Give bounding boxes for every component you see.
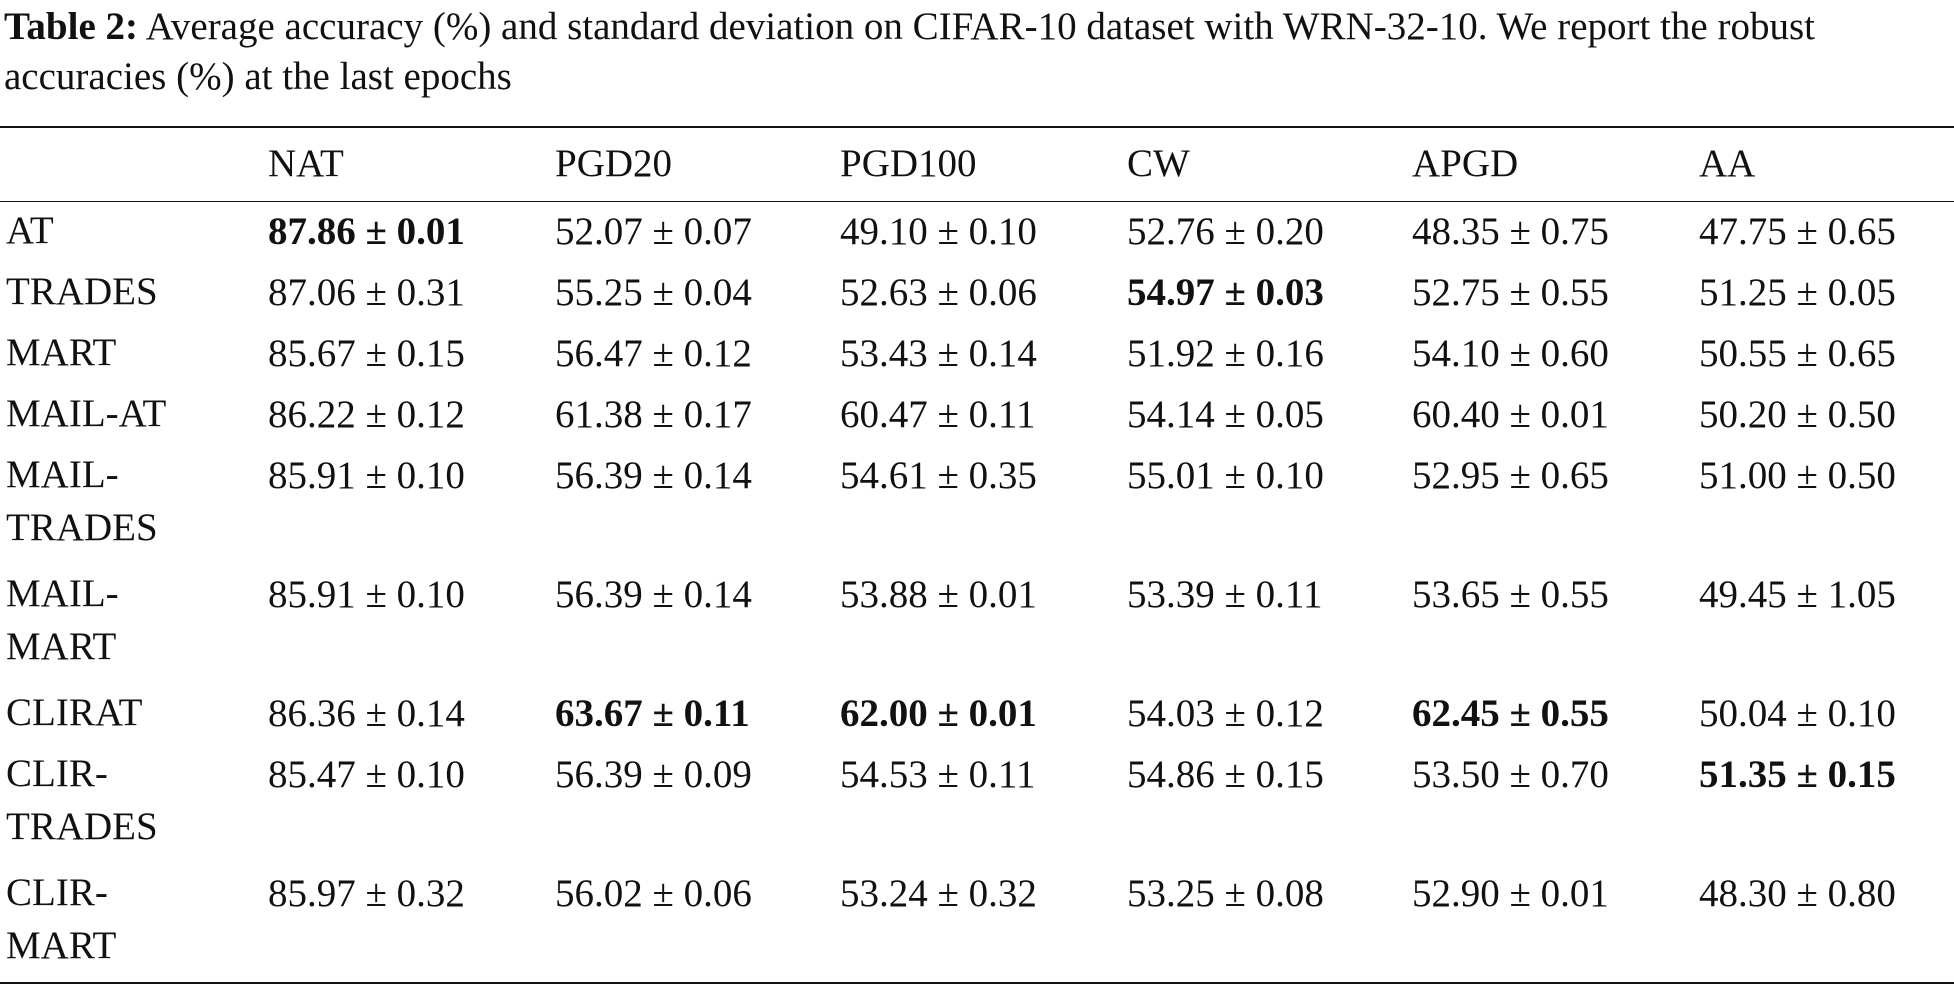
cell-value: 85.67 ± 0.15 [268,332,465,375]
row-method: CLIR- TRADES [6,752,158,848]
cell-value: 61.38 ± 0.17 [555,393,752,436]
cell-value: 51.25 ± 0.05 [1699,271,1896,314]
cell-value: 85.91 ± 0.10 [268,454,465,497]
cell-value: 63.67 ± 0.11 [555,692,750,735]
cell-value: 53.25 ± 0.08 [1127,872,1324,915]
table-header-rule [0,201,1954,202]
cell-value: 47.75 ± 0.65 [1699,210,1896,253]
cell-value: 49.10 ± 0.10 [840,210,1037,253]
cell-value: 52.76 ± 0.20 [1127,210,1324,253]
cell-value: 53.43 ± 0.14 [840,332,1037,375]
cell-value: 52.63 ± 0.06 [840,271,1037,314]
cell-value: 48.30 ± 0.80 [1699,872,1896,915]
table-row: MART 85.67 ± 0.15 56.47 ± 0.12 53.43 ± 0… [0,324,1954,385]
cell-value: 86.36 ± 0.14 [268,692,465,735]
cell-value: 50.55 ± 0.65 [1699,332,1896,375]
table-header-row: NAT PGD20 PGD100 CW APGD AA [0,132,1954,202]
cell-value: 51.92 ± 0.16 [1127,332,1324,375]
table-row: CLIR- TRADES 85.47 ± 0.10 56.39 ± 0.09 54… [0,745,1954,864]
table-row: AT 87.86 ± 0.01 52.07 ± 0.07 49.10 ± 0.1… [0,202,1954,263]
cell-value: 87.86 ± 0.01 [268,210,465,253]
cell-value: 53.24 ± 0.32 [840,872,1037,915]
table-row: MAIL- TRADES 85.91 ± 0.10 56.39 ± 0.14 54… [0,446,1954,565]
cell-value: 56.39 ± 0.09 [555,753,752,796]
header-method [0,132,262,202]
table-row: TRADES 87.06 ± 0.31 55.25 ± 0.04 52.63 ±… [0,263,1954,324]
row-method: MAIL- MART [6,572,119,668]
cell-value: 49.45 ± 1.05 [1699,573,1896,616]
cell-value: 55.25 ± 0.04 [555,271,752,314]
cell-value: 50.20 ± 0.50 [1699,393,1896,436]
cell-value: 53.39 ± 0.11 [1127,573,1323,616]
cell-value: 56.39 ± 0.14 [555,573,752,616]
table-row: MAIL-AT 86.22 ± 0.12 61.38 ± 0.17 60.47 … [0,385,1954,446]
cell-value: 62.45 ± 0.55 [1412,692,1609,735]
table-row: CLIR- MART 85.97 ± 0.32 56.02 ± 0.06 53.2… [0,864,1954,983]
cell-value: 85.47 ± 0.10 [268,753,465,796]
cell-value: 56.02 ± 0.06 [555,872,752,915]
row-method: MART [6,331,117,374]
cell-value: 85.91 ± 0.10 [268,573,465,616]
cell-value: 53.88 ± 0.01 [840,573,1037,616]
cell-value: 56.47 ± 0.12 [555,332,752,375]
cell-value: 54.86 ± 0.15 [1127,753,1324,796]
cell-value: 50.04 ± 0.10 [1699,692,1896,735]
table-row: CLIRAT 86.36 ± 0.14 63.67 ± 0.11 62.00 ±… [0,684,1954,745]
cell-value: 54.53 ± 0.11 [840,753,1036,796]
header-nat: NAT [268,142,344,185]
cell-value: 54.61 ± 0.35 [840,454,1037,497]
cell-value: 54.14 ± 0.05 [1127,393,1324,436]
cell-value: 53.50 ± 0.70 [1412,753,1609,796]
header-aa: AA [1699,142,1756,185]
row-method: TRADES [6,270,158,313]
cell-value: 54.97 ± 0.03 [1127,271,1324,314]
cell-value: 87.06 ± 0.31 [268,271,465,314]
cell-value: 55.01 ± 0.10 [1127,454,1324,497]
cell-value: 60.40 ± 0.01 [1412,393,1609,436]
table-row: MAIL- MART 85.91 ± 0.10 56.39 ± 0.14 53.8… [0,565,1954,684]
cell-value: 53.65 ± 0.55 [1412,573,1609,616]
row-method: AT [6,209,54,252]
cell-value: 52.07 ± 0.07 [555,210,752,253]
caption-label: Table 2: [4,5,139,48]
cell-value: 60.47 ± 0.11 [840,393,1036,436]
cell-value: 51.35 ± 0.15 [1699,753,1896,796]
cell-value: 54.10 ± 0.60 [1412,332,1609,375]
header-cw: CW [1127,142,1190,185]
cell-value: 52.90 ± 0.01 [1412,872,1609,915]
row-method: MAIL-AT [6,392,167,435]
cell-value: 62.00 ± 0.01 [840,692,1037,735]
cell-value: 52.75 ± 0.55 [1412,271,1609,314]
table-bottom-rule [0,982,1954,984]
cell-value: 52.95 ± 0.65 [1412,454,1609,497]
table-top-rule [0,126,1954,128]
row-method: MAIL- TRADES [6,453,158,549]
cell-value: 51.00 ± 0.50 [1699,454,1896,497]
cell-value: 85.97 ± 0.32 [268,872,465,915]
row-method: CLIRAT [6,691,143,734]
cell-value: 48.35 ± 0.75 [1412,210,1609,253]
caption-text: Average accuracy (%) and standard deviat… [4,5,1815,98]
row-method: CLIR- MART [6,871,117,967]
header-apgd: APGD [1412,142,1519,185]
table-caption: Table 2: Average accuracy (%) and standa… [4,0,1954,102]
header-pgd20: PGD20 [555,142,673,185]
header-pgd100: PGD100 [840,142,977,185]
cell-value: 56.39 ± 0.14 [555,454,752,497]
results-table: NAT PGD20 PGD100 CW APGD AA AT 87.86 ± 0… [0,132,1954,983]
cell-value: 86.22 ± 0.12 [268,393,465,436]
cell-value: 54.03 ± 0.12 [1127,692,1324,735]
